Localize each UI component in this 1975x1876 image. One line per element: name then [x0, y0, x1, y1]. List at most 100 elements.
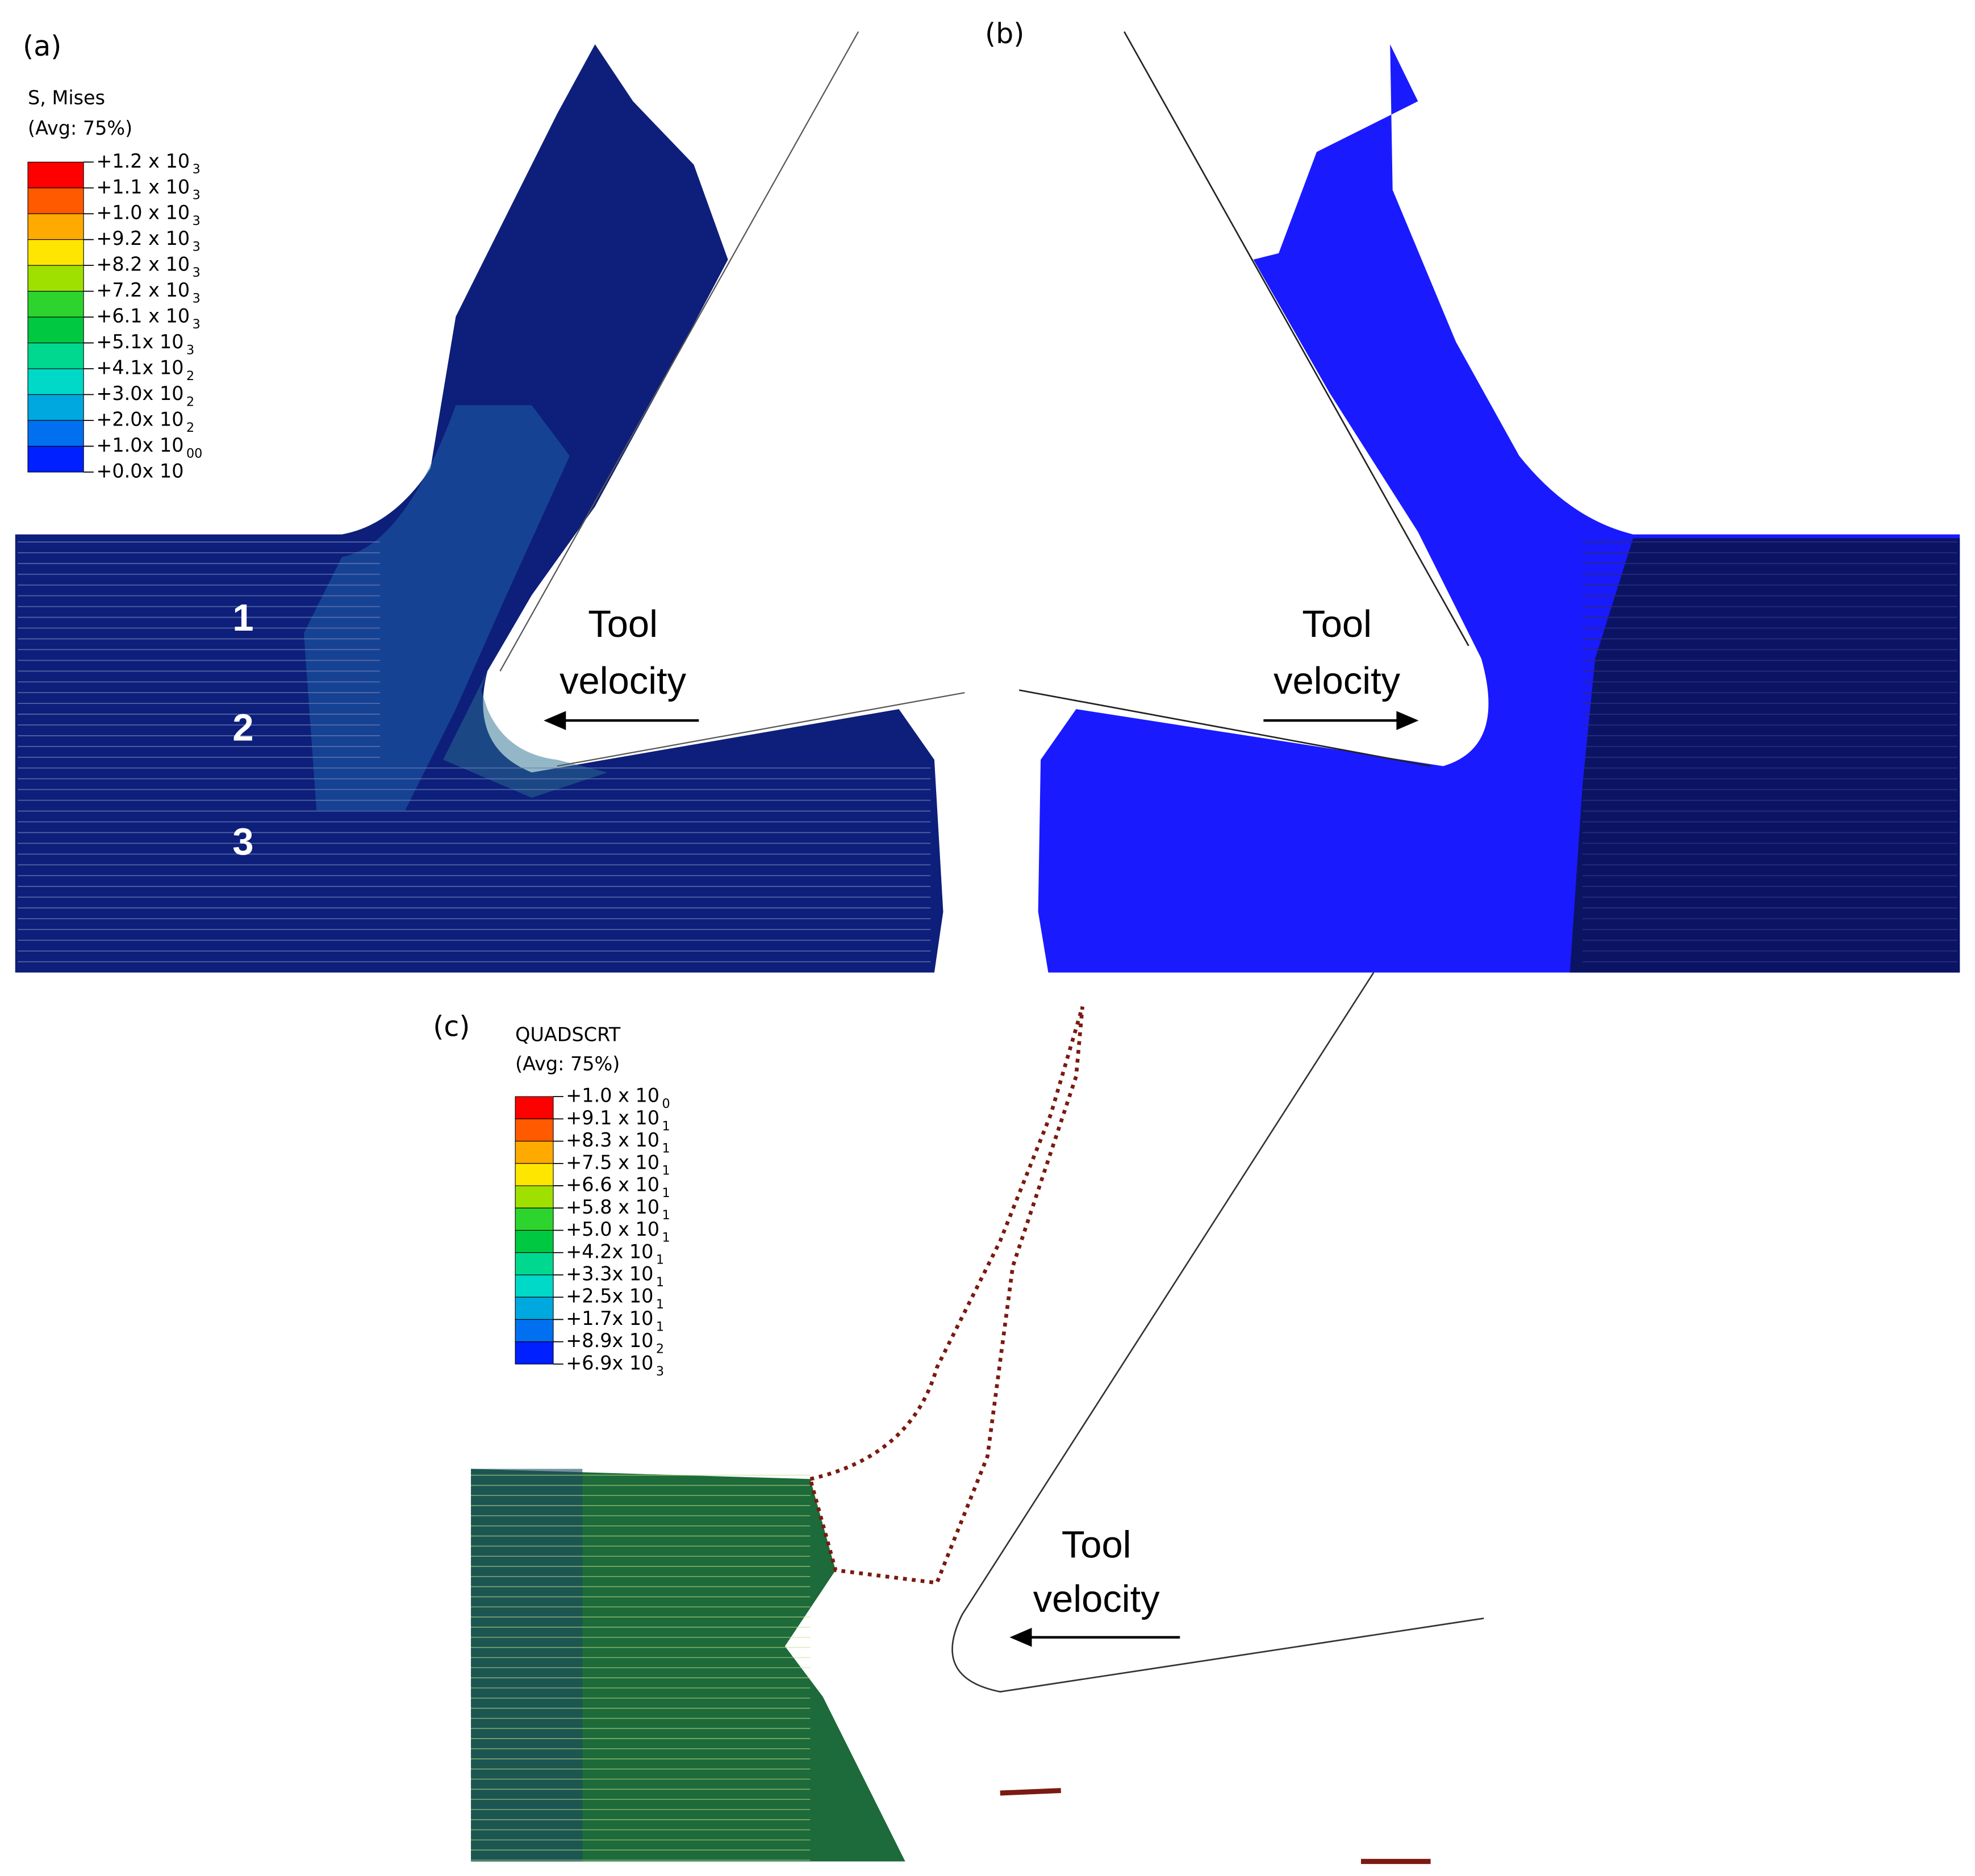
- legend: +1.2 x 10 3+1.1 x 10 3+1.0 x 10 3+9.2 x 10 3…: [27, 150, 202, 482]
- legend-swatch: [27, 316, 84, 344]
- legend-label: +3.0x 10: [96, 382, 183, 405]
- annotations: (a) (b) (c) S, Mises (Avg: 75%) QUADSCRT…: [23, 17, 1419, 1647]
- legend-swatch: [515, 1163, 554, 1186]
- tool-text: Tool: [1062, 1523, 1131, 1566]
- legend-swatch: [515, 1274, 554, 1298]
- legend-exponent: 0: [662, 1097, 670, 1111]
- legend-subtitle: (Avg: 75%): [515, 1053, 620, 1075]
- legend-exponent: 3: [193, 265, 201, 280]
- legend-title: QUADSCRT: [515, 1024, 621, 1046]
- legend-exponent: 00: [186, 446, 202, 461]
- legend-exponent: 3: [193, 162, 201, 177]
- legend-swatch: [27, 213, 84, 240]
- legend-label: +1.7x 10: [566, 1307, 653, 1329]
- legend-label: +8.9x 10: [566, 1329, 653, 1352]
- legend-label: +1.2 x 10: [96, 150, 190, 172]
- legend-exponent: 3: [193, 240, 201, 255]
- legend-label: +9.1 x 10: [566, 1107, 659, 1129]
- panel-c-mesh: [471, 972, 1484, 1864]
- legend-label: +1.1 x 10: [96, 176, 190, 198]
- legend-label: +5.1x 10: [96, 331, 183, 353]
- legend-exponent: 2: [186, 394, 194, 409]
- legend-swatch: [515, 1096, 554, 1119]
- panel-label: (a): [23, 30, 61, 62]
- legend-exponent: 2: [186, 369, 194, 383]
- legend-label: +9.2 x 10: [96, 227, 190, 249]
- legend-label: +1.0 x 10: [566, 1085, 659, 1107]
- tool-text: velocity: [1033, 1578, 1160, 1620]
- legend-exponent: 1: [656, 1253, 664, 1268]
- legend-exponent: 1: [656, 1319, 664, 1334]
- legend-label: +1.0x 10: [96, 434, 183, 456]
- legend-label: +5.0 x 10: [566, 1218, 659, 1240]
- legend-exponent: 1: [662, 1186, 670, 1200]
- legend-swatch: [515, 1141, 554, 1164]
- legend-swatch: [515, 1252, 554, 1275]
- legend-exponent: 1: [662, 1208, 670, 1223]
- legend-exponent: 3: [193, 214, 201, 228]
- panel-label: (c): [433, 1010, 470, 1043]
- legend-label: +8.3 x 10: [566, 1129, 659, 1151]
- legend-exponent: 2: [186, 420, 194, 435]
- legend-swatch: [27, 291, 84, 318]
- legend-exponent: 3: [656, 1364, 664, 1379]
- zone-label: 3: [232, 820, 253, 863]
- legend-exponent: 1: [662, 1141, 670, 1156]
- legend-label: +3.3x 10: [566, 1262, 653, 1285]
- tool-text: Tool: [1302, 603, 1372, 645]
- panel-b-mesh: [1018, 31, 1960, 973]
- legend-exponent: 1: [656, 1275, 664, 1290]
- legend-swatch: [27, 239, 84, 266]
- legend-exponent: 2: [656, 1342, 664, 1357]
- legend-label: +8.2 x 10: [96, 253, 190, 276]
- legend-label: +6.1 x 10: [96, 305, 190, 327]
- legend-label: +6.6 x 10: [566, 1174, 659, 1196]
- legend-label: +5.8 x 10: [566, 1196, 659, 1218]
- tool-text: Tool: [588, 603, 658, 645]
- legend-exponent: 3: [193, 291, 201, 306]
- legend-swatch: [27, 343, 84, 369]
- zone-label: 2: [232, 707, 253, 749]
- panel-label: (b): [985, 17, 1024, 50]
- legend-swatch: [515, 1185, 554, 1208]
- legend-label: +7.2 x 10: [96, 279, 190, 301]
- legend-swatch: [27, 420, 84, 447]
- legend-label: +6.9x 10: [566, 1352, 653, 1374]
- legend-exponent: 1: [656, 1297, 664, 1312]
- legend-label: +2.0x 10: [96, 408, 183, 430]
- legend-swatch: [27, 161, 84, 189]
- legend-swatch: [515, 1118, 554, 1142]
- legend-exponent: 1: [662, 1119, 670, 1133]
- legend-label: +2.5x 10: [566, 1285, 653, 1307]
- legend-swatch: [515, 1207, 554, 1231]
- legend-label: +4.1x 10: [96, 357, 183, 379]
- legend-swatch: [27, 187, 84, 214]
- legend-title: S, Mises: [28, 86, 105, 109]
- legend-label: +0.0x 10: [96, 460, 183, 482]
- legend-swatch: [515, 1229, 554, 1253]
- legend-swatch: [515, 1319, 554, 1343]
- legend-exponent: 3: [193, 317, 201, 332]
- legend: +1.0 x 10 0+9.1 x 10 1+8.3 x 10 1+7.5 x 10 1…: [515, 1085, 670, 1379]
- zone-label: 1: [232, 597, 253, 639]
- legend-swatch: [27, 445, 84, 473]
- legend-subtitle: (Avg: 75%): [28, 117, 132, 139]
- tool-text: velocity: [1273, 660, 1401, 702]
- legend-swatch: [27, 394, 84, 421]
- legend-exponent: 1: [662, 1230, 670, 1245]
- legend-swatch: [27, 265, 84, 292]
- legend-swatch: [515, 1296, 554, 1320]
- legend-exponent: 3: [193, 188, 201, 203]
- panel-a-mesh: [15, 31, 965, 973]
- legend-swatch: [515, 1341, 554, 1365]
- legend-label: +7.5 x 10: [566, 1151, 659, 1173]
- legend-exponent: 3: [186, 343, 194, 357]
- tool-text: velocity: [559, 660, 687, 702]
- legend-swatch: [27, 368, 84, 395]
- arrows: [544, 711, 1419, 1647]
- legend-label: +1.0 x 10: [96, 202, 190, 224]
- legend-label: +4.2x 10: [566, 1240, 653, 1262]
- legend-exponent: 1: [662, 1164, 670, 1178]
